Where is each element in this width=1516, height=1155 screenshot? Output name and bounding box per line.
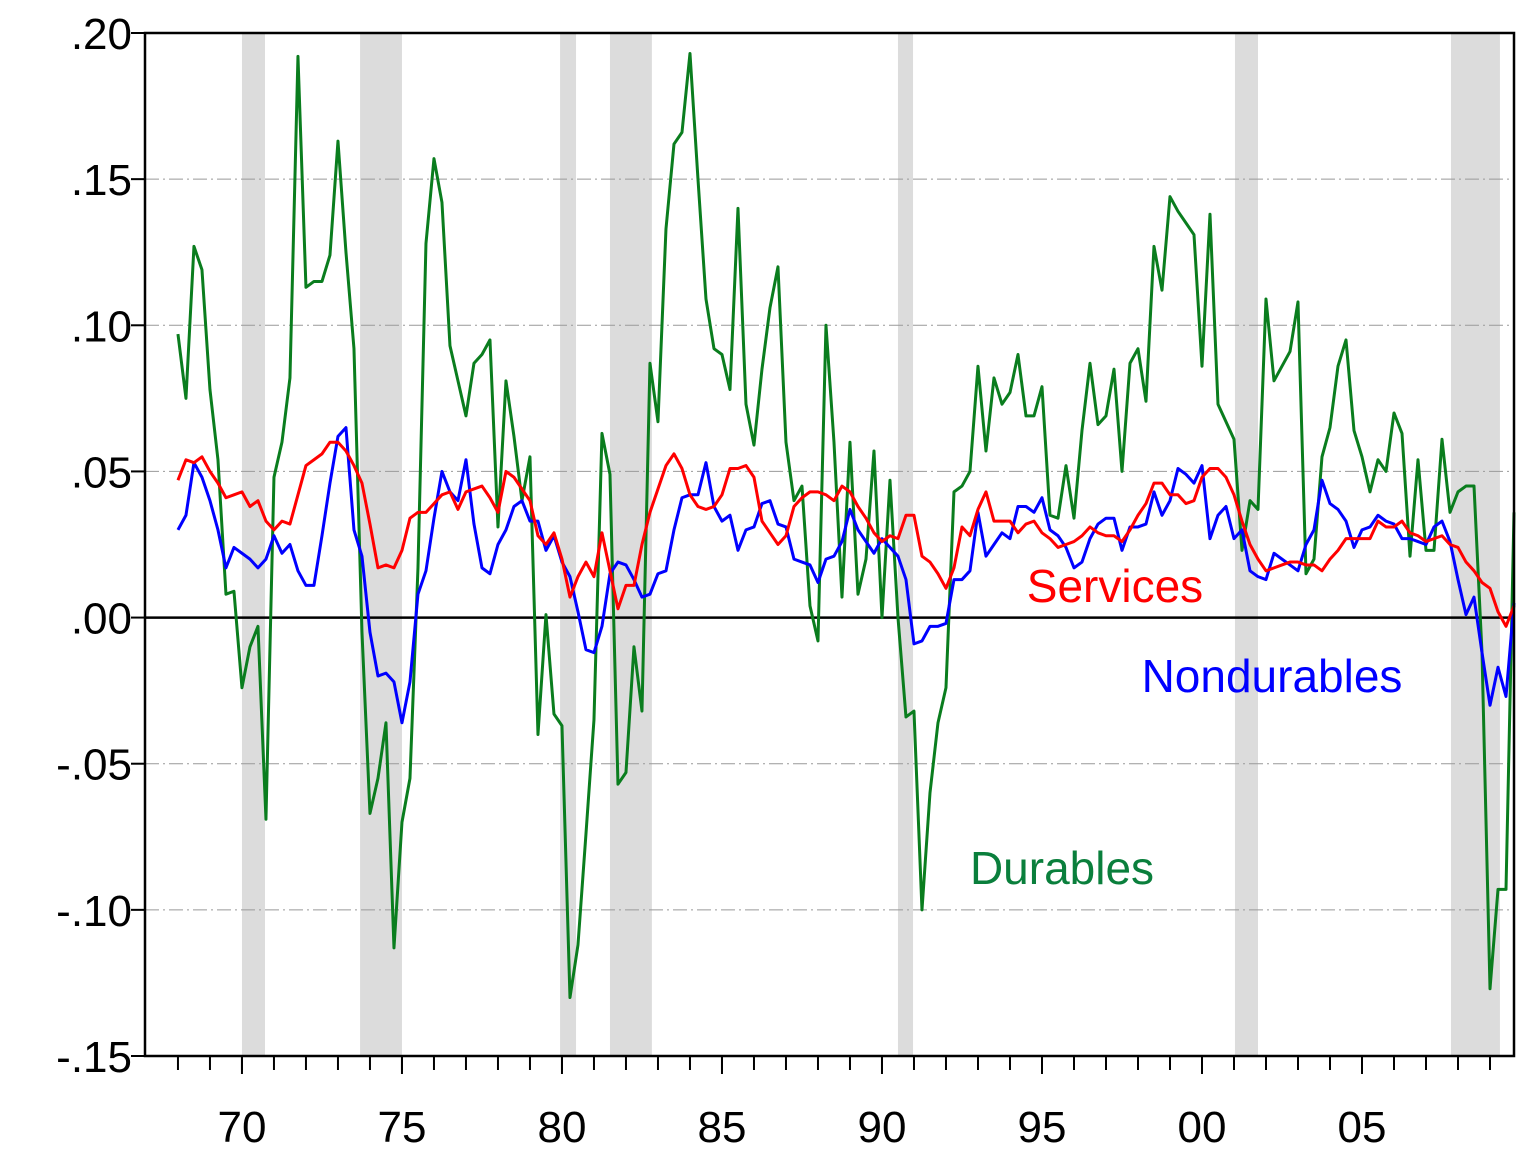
series-line	[176, 426, 1516, 725]
recession-band	[360, 33, 402, 1056]
recession-band	[897, 33, 914, 1056]
x-tick-label: 05	[1338, 1103, 1387, 1152]
x-tick-label: 70	[217, 1103, 266, 1152]
series-label: Nondurables	[1142, 650, 1403, 702]
grid-layer	[145, 178, 1514, 911]
recession-layer	[241, 33, 1500, 1056]
y-tick-label: .15	[71, 156, 132, 205]
y-tick-label: .10	[71, 302, 132, 351]
series-label: Durables	[970, 842, 1154, 894]
y-tick-label: -.15	[56, 1033, 132, 1082]
y-tick-label: -.10	[56, 887, 132, 936]
x-tick-label: 90	[858, 1103, 907, 1152]
series-line	[176, 440, 1516, 628]
recession-band	[1234, 33, 1258, 1056]
line-layer	[176, 51, 1516, 1000]
y-tick-label: -.05	[56, 741, 132, 790]
x-tick-label: 80	[537, 1103, 586, 1152]
recession-band	[241, 33, 266, 1056]
axis-layer: .20 .15 .10 .05 .00 -.05 -.10 -.15 70 75 80 85 90 95 0…	[56, 10, 1516, 1152]
y-tick-label: .00	[71, 595, 132, 644]
x-tick-label: 75	[377, 1103, 426, 1152]
y-tick-label: .20	[71, 10, 132, 59]
x-tick-label: 00	[1178, 1103, 1227, 1152]
x-tick-label: 95	[1018, 1103, 1067, 1152]
plot-frame	[143, 31, 1516, 1058]
x-tick-label: 85	[698, 1103, 747, 1152]
y-tick-label: .05	[71, 448, 132, 497]
series-label: Services	[1027, 560, 1203, 612]
